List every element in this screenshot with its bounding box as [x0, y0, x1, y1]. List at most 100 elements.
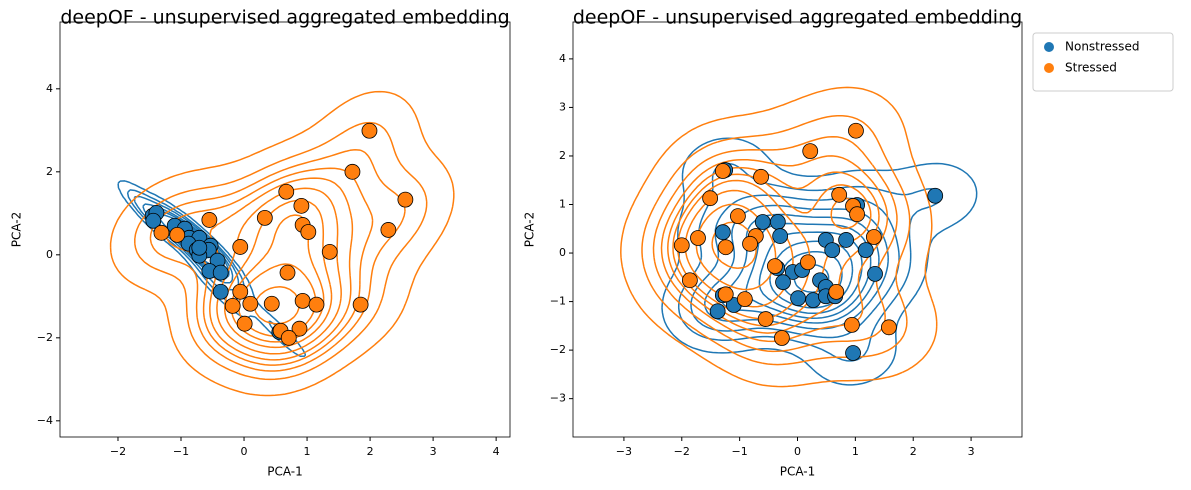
kde-contour	[652, 135, 898, 353]
point	[881, 319, 897, 336]
axes-frame	[59, 21, 511, 438]
point	[717, 286, 734, 303]
legend-box	[1032, 32, 1174, 92]
point	[800, 254, 816, 271]
point	[321, 244, 338, 260]
point	[769, 214, 786, 230]
y-tick-label: −4	[37, 414, 53, 427]
point	[145, 212, 162, 229]
point	[294, 292, 311, 309]
point	[236, 315, 253, 332]
point	[201, 212, 218, 228]
point	[753, 168, 769, 185]
x-tick-label: 3	[430, 445, 437, 458]
point	[772, 228, 789, 244]
point	[293, 197, 310, 214]
point	[927, 187, 944, 204]
x-tick-label: −1	[732, 445, 748, 458]
point	[867, 266, 883, 282]
point	[717, 239, 734, 256]
chart-title: deepOF - unsupervised aggregated embeddi…	[573, 7, 1022, 29]
subplot: deepOF - unsupervised aggregated embeddi…	[523, 7, 1023, 479]
y-tick-label: 3	[559, 100, 566, 113]
y-tick-label: −2	[550, 343, 566, 356]
point	[865, 229, 882, 245]
point	[790, 290, 806, 307]
point	[308, 296, 325, 313]
axes-frame	[572, 21, 1023, 438]
point	[673, 237, 690, 254]
point	[845, 345, 861, 361]
point	[709, 303, 726, 320]
point	[361, 122, 378, 139]
point	[843, 316, 860, 333]
x-tick-label: 1	[304, 445, 311, 458]
point	[775, 274, 791, 291]
y-tick-label: 2	[559, 149, 566, 162]
kde-contour	[109, 90, 455, 397]
x-tick-label: 0	[794, 445, 801, 458]
y-axis-label: PCA-2	[10, 212, 24, 248]
kde-contour	[134, 121, 428, 381]
point	[690, 230, 706, 246]
legend-label: Stressed	[1065, 61, 1117, 75]
point	[742, 235, 758, 252]
point	[828, 283, 845, 300]
chart-title: deepOF - unsupervised aggregated embeddi…	[60, 7, 509, 29]
kde-contour	[149, 148, 406, 372]
x-axis-label: PCA-1	[267, 465, 303, 479]
point	[169, 226, 186, 243]
y-tick-label: −2	[37, 331, 53, 344]
y-axis-label: PCA-2	[523, 212, 537, 248]
y-tick-label: 0	[559, 246, 566, 259]
point	[397, 191, 414, 208]
point	[849, 206, 865, 223]
point	[848, 122, 864, 139]
x-tick-label: 1	[852, 445, 859, 458]
point	[730, 208, 746, 225]
x-tick-label: −1	[173, 445, 189, 458]
point	[773, 330, 790, 346]
y-tick-label: 2	[46, 165, 53, 178]
point	[757, 311, 774, 327]
x-tick-label: −2	[110, 445, 126, 458]
legend-label: Nonstressed	[1065, 40, 1139, 54]
x-tick-label: −3	[616, 445, 632, 458]
point	[212, 283, 229, 300]
point	[291, 320, 308, 337]
x-tick-label: −2	[674, 445, 690, 458]
point	[212, 264, 229, 281]
point	[232, 239, 249, 255]
point	[224, 297, 241, 314]
point	[838, 232, 855, 248]
y-tick-label: 1	[559, 198, 566, 211]
point	[380, 222, 397, 238]
point	[767, 258, 783, 275]
point	[702, 190, 719, 207]
point	[352, 296, 369, 313]
x-tick-label: 2	[910, 445, 917, 458]
point	[736, 291, 753, 308]
plot-area	[109, 90, 455, 397]
kde-contour	[661, 137, 978, 386]
x-tick-label: 3	[968, 445, 975, 458]
point	[278, 183, 295, 200]
kde-contour	[672, 173, 872, 327]
point	[263, 295, 280, 312]
legend-marker	[1044, 42, 1054, 52]
point	[242, 295, 259, 312]
plot-area	[620, 86, 978, 388]
x-tick-label: 4	[493, 445, 500, 458]
y-tick-label: −1	[550, 295, 566, 308]
point	[191, 239, 208, 256]
point	[857, 242, 874, 259]
y-tick-label: 0	[46, 248, 53, 261]
point	[714, 224, 731, 241]
legend: Nonstressed Stressed	[1032, 32, 1174, 92]
point	[280, 329, 297, 346]
point	[681, 272, 698, 289]
point	[279, 264, 296, 281]
point	[232, 283, 249, 300]
x-axis-label: PCA-1	[780, 465, 816, 479]
